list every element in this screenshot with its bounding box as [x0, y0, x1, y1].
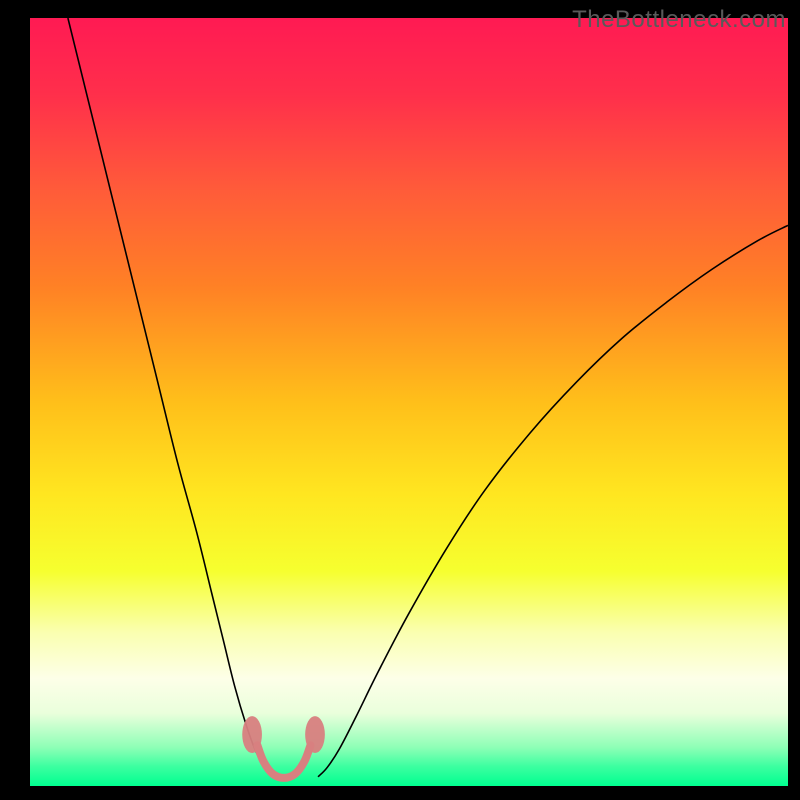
chart-frame: [0, 0, 800, 800]
gradient-background: [30, 18, 788, 786]
watermark-text: TheBottleneck.com: [572, 6, 786, 34]
bottleneck-marker-lobe-left: [242, 716, 262, 753]
bottleneck-chart: [30, 18, 788, 786]
bottleneck-marker-lobe-right: [305, 716, 325, 753]
